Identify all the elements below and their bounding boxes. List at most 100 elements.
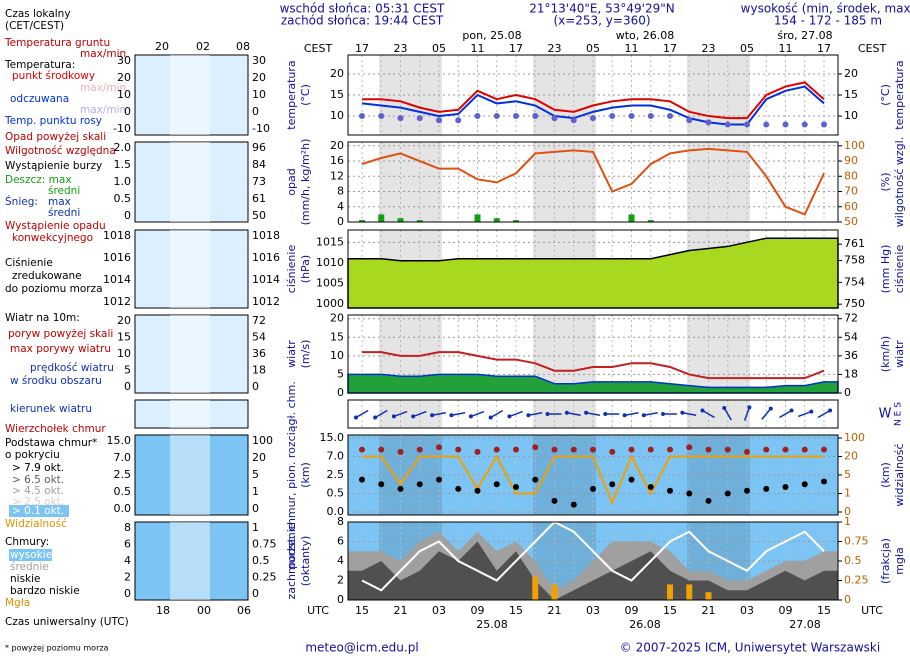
y-tick-label: 10 bbox=[330, 109, 344, 122]
mini-tick-label: 1.5 bbox=[114, 158, 132, 171]
mini-bottom-tick: 18 bbox=[156, 604, 170, 617]
dot bbox=[782, 446, 789, 453]
wind-arrow bbox=[431, 412, 447, 416]
dot bbox=[744, 487, 750, 494]
series-line bbox=[361, 147, 825, 216]
legend-text: max porywy wiatru bbox=[10, 343, 111, 355]
legend-text: średni bbox=[48, 185, 80, 197]
top-tick-label: 05 bbox=[432, 42, 446, 55]
dot bbox=[628, 446, 635, 453]
date: 26.08 bbox=[629, 618, 661, 631]
mini-day-band bbox=[170, 315, 210, 393]
night-band bbox=[687, 400, 750, 428]
wind-arrow bbox=[470, 410, 485, 418]
y2-tick-label: 1 bbox=[844, 487, 851, 500]
legend-text: * powyżej poziomu morza bbox=[5, 644, 109, 653]
dot bbox=[474, 487, 481, 494]
grid-point: (x=253, y=360) bbox=[553, 14, 650, 28]
wind-arrow-head bbox=[526, 413, 531, 418]
dot bbox=[532, 476, 539, 483]
dot bbox=[686, 117, 693, 124]
wind-arrow-head bbox=[411, 414, 416, 419]
elevation-title: wysokość (min, środek, max) bbox=[741, 2, 910, 16]
bar bbox=[705, 592, 712, 600]
dot bbox=[397, 115, 404, 122]
date: wto, 26.08 bbox=[616, 29, 675, 42]
wind-arrow bbox=[817, 409, 831, 419]
y2-tick-label: 36 bbox=[844, 349, 858, 362]
y-axis-label: ciśnienie bbox=[285, 245, 298, 294]
series-area bbox=[347, 237, 839, 309]
y-tick-label: 15.0 bbox=[320, 431, 345, 444]
dot bbox=[455, 446, 462, 453]
mini-tick-label: 1018 bbox=[103, 229, 131, 242]
email[interactable]: meteo@icm.edu.pl bbox=[305, 641, 418, 655]
y-tick-label: 1005 bbox=[316, 276, 344, 289]
bottom-tick-label: 09 bbox=[625, 604, 639, 617]
y2-axis-label: (mm Hg) bbox=[879, 245, 892, 294]
wind-arrow-head bbox=[507, 414, 512, 419]
legend-text: w środku obszaru bbox=[10, 375, 102, 387]
bottom-tick-label: 21 bbox=[394, 604, 408, 617]
y2-axis-label: wiatr bbox=[893, 340, 906, 368]
wind-arrow bbox=[682, 412, 697, 416]
mini-tick-label: 15 bbox=[117, 331, 131, 344]
legend-text: punkt środkowy bbox=[12, 70, 95, 82]
y-tick-label: 10 bbox=[330, 349, 344, 362]
mini-panel bbox=[134, 521, 249, 601]
panel-frame bbox=[347, 229, 839, 309]
y-tick-label: 4 bbox=[337, 200, 344, 213]
wind-arrow-head bbox=[828, 408, 833, 413]
y2-tick-label: 0 bbox=[844, 593, 851, 606]
wind-arrow bbox=[374, 409, 388, 419]
mini-tick-label: 0 bbox=[252, 502, 259, 515]
y-tick-label: 6 bbox=[337, 535, 344, 548]
y2-tick-label: 0 bbox=[844, 505, 851, 518]
wind-arrow bbox=[624, 412, 639, 416]
panel-frame bbox=[347, 434, 839, 516]
header: wschód słońca: 05:31 CEST zachód słońca:… bbox=[280, 2, 910, 28]
legend-text: > 2.5 okt. bbox=[12, 496, 64, 508]
wind-arrow bbox=[355, 409, 369, 419]
wind-arrow-head bbox=[680, 410, 685, 415]
legend-text: Widzialność bbox=[5, 518, 67, 530]
dot bbox=[628, 476, 635, 483]
y-tick-label: 1000 bbox=[316, 297, 344, 310]
wind-arrow-head bbox=[391, 414, 396, 419]
mini-panel bbox=[134, 54, 249, 136]
wind-arrow-head bbox=[789, 408, 794, 413]
mini-tick-label: 1012 bbox=[103, 295, 131, 308]
copyright: © 2007-2025 ICM, Uniwersytet Warszawski bbox=[620, 641, 880, 655]
bar bbox=[493, 218, 500, 222]
wind-arrow-head bbox=[449, 413, 454, 418]
bottom-tick-label: 09 bbox=[471, 604, 485, 617]
dot bbox=[705, 446, 712, 453]
dot bbox=[378, 481, 385, 488]
y-axis-label: temperatura bbox=[285, 60, 298, 129]
date: śro, 27.08 bbox=[777, 29, 832, 42]
dot bbox=[590, 446, 596, 453]
wind-arrow bbox=[743, 407, 751, 421]
dot bbox=[532, 444, 539, 451]
dot bbox=[686, 444, 693, 451]
mini-tick-label: 0.5 bbox=[114, 192, 132, 205]
dot bbox=[647, 484, 654, 491]
legend-text: Czas lokalny bbox=[5, 8, 71, 20]
wind-arrow bbox=[585, 412, 601, 416]
mini-day-band bbox=[170, 522, 210, 600]
wind-arrow-head bbox=[641, 413, 646, 418]
top-tick-label: 17 bbox=[355, 42, 369, 55]
mini-tick-label: 0.5 bbox=[252, 554, 270, 567]
mini-bottom-tick: 00 bbox=[197, 604, 211, 617]
dot bbox=[647, 446, 654, 453]
mini-panel bbox=[134, 314, 249, 394]
dot bbox=[436, 476, 442, 483]
night-band bbox=[687, 142, 750, 222]
mini-tick-label: 0 bbox=[124, 105, 131, 118]
mini-tick-label: 10 bbox=[252, 88, 266, 101]
wind-arrow-head bbox=[488, 415, 493, 420]
dot bbox=[667, 487, 673, 494]
y2-tick-label: 5 bbox=[844, 468, 851, 481]
mini-tick-label: 18 bbox=[252, 364, 266, 377]
wind-arrow-head bbox=[809, 409, 814, 414]
